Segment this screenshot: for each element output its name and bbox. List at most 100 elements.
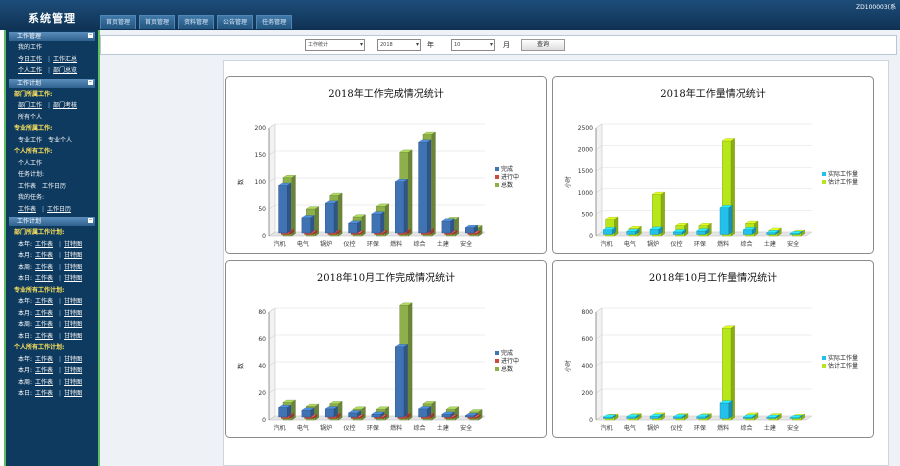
sidebar-row: 本月: 工作表 | 甘特图: [6, 250, 98, 262]
sidebar-row-label[interactable]: 我的任务:: [18, 194, 45, 201]
sidebar-row: 本年: 工作表 | 甘特图: [6, 296, 98, 308]
sidebar-section-header[interactable]: 工作计划 −: [9, 217, 95, 226]
sidebar-link[interactable]: 甘特图: [64, 321, 83, 328]
sidebar-row: 本周: 工作表 | 甘特图: [6, 377, 98, 389]
sidebar-row: 本日: 工作表 | 甘特图: [6, 273, 98, 285]
sidebar-row: 所有个人: [6, 112, 98, 124]
sidebar-link[interactable]: 工作表: [35, 263, 54, 271]
sidebar-row-label[interactable]: 所有个人: [18, 113, 43, 121]
y-axis-label: 数: [237, 363, 245, 369]
x-tick-label: 土建: [437, 424, 449, 432]
sidebar-link[interactable]: 工作表: [35, 298, 54, 305]
type-select[interactable]: 工作统计: [305, 39, 365, 51]
sidebar-link[interactable]: 工作表: [35, 332, 54, 340]
chart-svg: 2018年10月工作完成情况统计 0 20 40 60 80 数汽机 电气 锅炉 仪控 环保 燃料 综合…: [225, 260, 547, 438]
grid-line: [268, 123, 276, 129]
sidebar-link[interactable]: 甘特图: [64, 378, 83, 386]
year-select[interactable]: 2018: [377, 39, 421, 51]
sidebar-row-label[interactable]: 个人工作: [18, 159, 43, 167]
legend-label: 实际工作量: [828, 354, 858, 362]
sidebar-link[interactable]: 工作表: [18, 182, 37, 190]
sidebar-link[interactable]: 甘特图: [64, 309, 83, 317]
x-tick-label: 燃料: [390, 240, 402, 248]
sidebar-link[interactable]: 工作表: [18, 205, 37, 213]
sidebar-link[interactable]: 工作表: [35, 390, 54, 397]
legend-swatch: [822, 356, 826, 360]
y-tick-label: 100: [255, 179, 267, 186]
sidebar-link[interactable]: 工作表: [35, 252, 54, 259]
period-label: 本周:: [18, 321, 33, 328]
separator: |: [48, 102, 51, 109]
sidebar-link[interactable]: 部门总览: [53, 67, 78, 74]
sidebar-link[interactable]: 专业工作: [18, 136, 43, 144]
sidebar-link[interactable]: 部门考核: [53, 102, 78, 109]
sidebar-row: 今日工作 | 工作汇总: [6, 54, 98, 66]
sidebar-link[interactable]: 工作表: [35, 367, 54, 374]
bar-3-0-1: [626, 414, 640, 419]
sidebar-link[interactable]: 个人工作: [18, 67, 43, 74]
collapse-icon[interactable]: −: [88, 32, 93, 38]
sidebar-link[interactable]: 甘特图: [64, 355, 83, 363]
sidebar-link[interactable]: 甘特图: [64, 263, 83, 271]
sidebar-row-label[interactable]: 我的工作: [18, 44, 43, 51]
sidebar-link[interactable]: 工作表: [35, 240, 54, 248]
sidebar-link[interactable]: 工作汇总: [53, 55, 78, 63]
sidebar-link[interactable]: 专业个人: [48, 136, 73, 144]
bar-2-0-3: [348, 410, 362, 418]
sidebar-section-header[interactable]: 工作计划 −: [9, 78, 95, 88]
sidebar-row: 本日: 工作表 | 甘特图: [6, 388, 98, 400]
sidebar-link[interactable]: 甘特图: [64, 240, 83, 248]
collapse-icon[interactable]: −: [88, 78, 93, 85]
grid-line: [595, 123, 603, 129]
sidebar-row: 本年: 工作表 | 甘特图: [6, 354, 98, 366]
tab-2[interactable]: 资料管理: [178, 15, 215, 29]
x-tick-label: 电气: [297, 424, 309, 432]
bar-1-0-1: [626, 228, 640, 235]
x-tick-label: 土建: [764, 424, 776, 432]
sidebar-link[interactable]: 今日工作: [18, 55, 43, 63]
sidebar-link[interactable]: 工作日历: [47, 205, 72, 213]
query-button[interactable]: 查询: [521, 39, 565, 51]
separator: |: [59, 298, 62, 305]
y-tick-label: 1000: [578, 190, 593, 197]
legend-swatch: [495, 367, 499, 371]
sidebar-row: 我的工作: [6, 42, 98, 54]
y-tick-label: 80: [258, 309, 266, 316]
tab-1[interactable]: 首页管理: [139, 15, 176, 29]
sidebar-link[interactable]: 工作日历: [42, 182, 67, 190]
x-tick-label: 土建: [764, 240, 776, 248]
legend-swatch: [495, 175, 499, 179]
sidebar-link[interactable]: 工作表: [35, 275, 54, 282]
sidebar-section-header[interactable]: 工作管理 −: [9, 32, 95, 41]
sidebar-row-label[interactable]: 任务计划:: [18, 171, 45, 178]
bar-3-0-5: [719, 400, 733, 419]
y-tick-label: 400: [582, 363, 594, 370]
y-tick-label: 40: [258, 363, 266, 370]
bar-1-0-3: [672, 229, 687, 235]
tab-3[interactable]: 公告管理: [217, 15, 254, 29]
sidebar-link[interactable]: 工作表: [35, 321, 54, 328]
grid-line: [595, 307, 603, 313]
separator: |: [59, 390, 62, 397]
sidebar-link[interactable]: 甘特图: [64, 332, 83, 340]
sidebar-link[interactable]: 工作表: [35, 355, 54, 363]
sidebar-link[interactable]: 工作表: [35, 309, 54, 317]
app-title: 系统管理: [28, 12, 76, 25]
main-content: 工作统计 2018 年 10 月 查询 2018年工作完成情况统计0501001…: [100, 30, 900, 466]
sidebar-link[interactable]: 甘特图: [64, 367, 83, 374]
sidebar-link[interactable]: 甘特图: [64, 252, 83, 259]
legend-swatch: [495, 359, 499, 363]
tab-0[interactable]: 首页管理: [100, 15, 137, 29]
collapse-icon[interactable]: −: [88, 217, 93, 223]
tab-4[interactable]: 任务管理: [256, 15, 293, 29]
sidebar-row: 部门工作 | 部门考核: [6, 100, 98, 112]
sidebar-link[interactable]: 甘特图: [64, 275, 83, 282]
sidebar-link[interactable]: 工作表: [35, 378, 54, 386]
sidebar-link[interactable]: 甘特图: [64, 390, 83, 397]
sidebar-link[interactable]: 部门工作: [18, 102, 43, 109]
month-select[interactable]: 10: [451, 39, 495, 51]
bar-3-0-8: [789, 415, 803, 419]
sidebar-link[interactable]: 甘特图: [64, 298, 83, 305]
sidebar-row: 本周: 工作表 | 甘特图: [6, 262, 98, 274]
legend-swatch: [495, 351, 499, 355]
